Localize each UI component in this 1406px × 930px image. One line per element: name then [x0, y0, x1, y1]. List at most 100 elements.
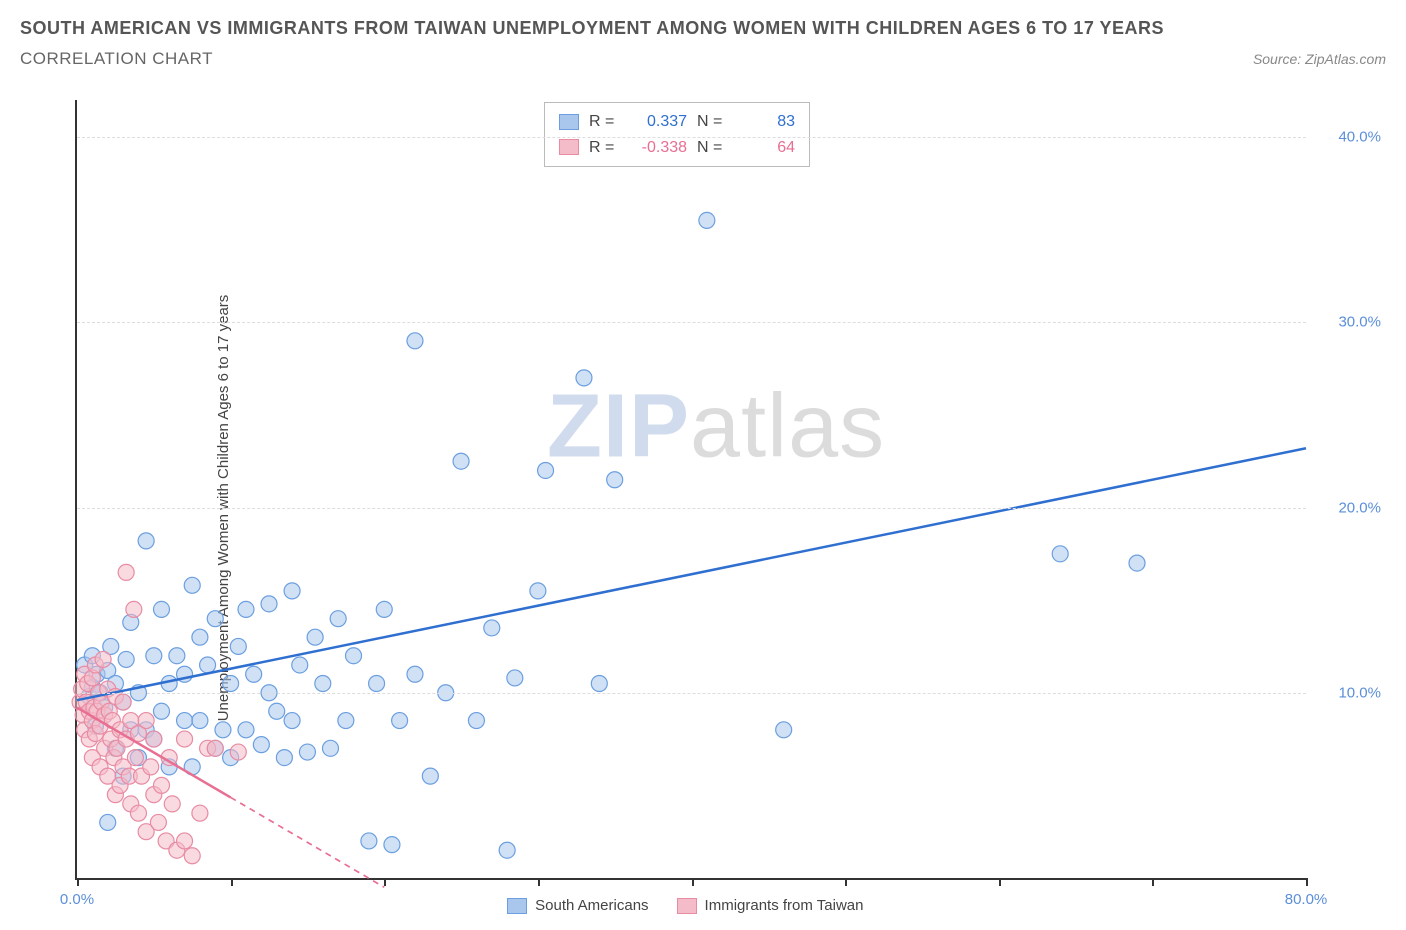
scatter-point — [530, 583, 546, 599]
stat-n-label: N = — [697, 109, 725, 135]
x-tick — [77, 878, 79, 886]
scatter-point — [146, 648, 162, 664]
stat-r-value: 0.337 — [627, 109, 687, 135]
plot-area: ZIPatlas R =0.337N =83R =-0.338N =64 Sou… — [75, 100, 1306, 880]
scatter-point — [100, 814, 116, 830]
trend-line — [77, 448, 1306, 700]
gridline — [77, 137, 1306, 138]
scatter-svg — [77, 100, 1306, 878]
scatter-point — [169, 648, 185, 664]
y-tick-label: 40.0% — [1338, 129, 1381, 146]
scatter-point — [315, 676, 331, 692]
scatter-point — [422, 768, 438, 784]
scatter-point — [407, 333, 423, 349]
scatter-point — [143, 759, 159, 775]
scatter-point — [127, 750, 143, 766]
x-tick-label: 80.0% — [1285, 891, 1328, 908]
scatter-point — [192, 805, 208, 821]
scatter-point — [269, 703, 285, 719]
legend-swatch — [559, 139, 579, 155]
scatter-point — [192, 629, 208, 645]
scatter-point — [238, 722, 254, 738]
scatter-point — [207, 611, 223, 627]
correlation-stats-box: R =0.337N =83R =-0.338N =64 — [544, 102, 810, 167]
scatter-point — [376, 601, 392, 617]
scatter-point — [453, 453, 469, 469]
scatter-point — [138, 713, 154, 729]
legend-item: South Americans — [507, 897, 648, 914]
gridline — [77, 508, 1306, 509]
scatter-point — [507, 670, 523, 686]
scatter-point — [1129, 555, 1145, 571]
scatter-point — [776, 722, 792, 738]
scatter-point — [392, 713, 408, 729]
scatter-point — [261, 596, 277, 612]
gridline — [77, 693, 1306, 694]
scatter-point — [118, 564, 134, 580]
scatter-point — [699, 212, 715, 228]
scatter-point — [146, 731, 162, 747]
x-tick — [1152, 878, 1154, 886]
scatter-point — [346, 648, 362, 664]
scatter-point — [153, 703, 169, 719]
scatter-point — [538, 462, 554, 478]
scatter-point — [484, 620, 500, 636]
scatter-point — [200, 657, 216, 673]
scatter-point — [230, 638, 246, 654]
scatter-point — [284, 713, 300, 729]
gridline — [77, 322, 1306, 323]
chart-area: Unemployment Among Women with Children A… — [20, 95, 1386, 920]
scatter-point — [130, 805, 146, 821]
source-label: Source: ZipAtlas.com — [1253, 51, 1386, 67]
stat-n-value: 64 — [735, 135, 795, 161]
x-tick — [999, 878, 1001, 886]
x-tick — [1306, 878, 1308, 886]
x-tick-label: 0.0% — [60, 891, 94, 908]
stat-r-label: R = — [589, 109, 617, 135]
scatter-point — [1052, 546, 1068, 562]
legend-swatch — [677, 898, 697, 914]
scatter-point — [184, 848, 200, 864]
scatter-point — [238, 601, 254, 617]
scatter-point — [177, 731, 193, 747]
scatter-point — [192, 713, 208, 729]
stat-n-label: N = — [697, 135, 725, 161]
scatter-point — [164, 796, 180, 812]
scatter-point — [299, 744, 315, 760]
scatter-point — [153, 777, 169, 793]
scatter-point — [246, 666, 262, 682]
chart-title: SOUTH AMERICAN VS IMMIGRANTS FROM TAIWAN… — [20, 14, 1386, 43]
x-tick — [231, 878, 233, 886]
scatter-point — [307, 629, 323, 645]
scatter-point — [468, 713, 484, 729]
scatter-point — [591, 676, 607, 692]
scatter-point — [153, 601, 169, 617]
bottom-legend: South Americans Immigrants from Taiwan — [507, 897, 863, 914]
x-tick — [538, 878, 540, 886]
legend-label: South Americans — [535, 897, 648, 914]
legend-swatch — [559, 114, 579, 130]
scatter-point — [207, 740, 223, 756]
scatter-point — [292, 657, 308, 673]
scatter-point — [184, 577, 200, 593]
scatter-point — [384, 837, 400, 853]
scatter-point — [177, 833, 193, 849]
scatter-point — [126, 601, 142, 617]
scatter-point — [215, 722, 231, 738]
scatter-point — [607, 472, 623, 488]
scatter-point — [150, 814, 166, 830]
chart-header: SOUTH AMERICAN VS IMMIGRANTS FROM TAIWAN… — [0, 0, 1406, 69]
legend-swatch — [507, 898, 527, 914]
scatter-point — [284, 583, 300, 599]
subtitle-row: CORRELATION CHART Source: ZipAtlas.com — [20, 49, 1386, 69]
x-tick — [845, 878, 847, 886]
y-tick-label: 20.0% — [1338, 499, 1381, 516]
stat-row: R =-0.338N =64 — [559, 135, 795, 161]
stat-n-value: 83 — [735, 109, 795, 135]
scatter-point — [177, 713, 193, 729]
scatter-point — [276, 750, 292, 766]
legend-item: Immigrants from Taiwan — [677, 897, 864, 914]
stat-r-value: -0.338 — [627, 135, 687, 161]
y-tick-label: 30.0% — [1338, 314, 1381, 331]
scatter-point — [407, 666, 423, 682]
